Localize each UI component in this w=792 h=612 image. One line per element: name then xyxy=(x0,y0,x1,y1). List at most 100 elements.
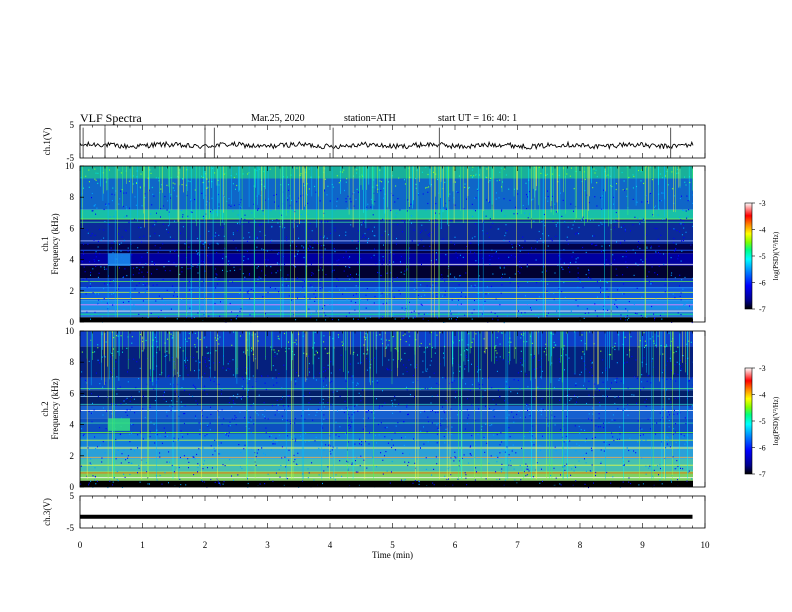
spectro-speckle xyxy=(625,250,627,252)
spectro-speckle xyxy=(636,287,638,289)
spectro-speckle xyxy=(169,251,171,253)
spectro-speckle xyxy=(585,462,587,464)
spectro-speckle xyxy=(595,425,597,427)
spectro-speckle xyxy=(684,276,686,279)
spectro-speckle xyxy=(141,241,143,243)
spectro-speckle xyxy=(508,427,510,429)
spectro-speckle xyxy=(83,433,85,435)
spectro-speckle xyxy=(201,479,202,481)
spectro-speckle xyxy=(167,376,169,378)
spectro-speckle xyxy=(660,200,662,202)
spectro-speckle xyxy=(398,290,400,292)
spectro-speckle xyxy=(117,288,119,290)
spectro-speckle xyxy=(323,371,325,373)
spectro-speckle xyxy=(461,291,463,293)
spectro-speckle xyxy=(569,262,571,264)
spectro-speckle xyxy=(267,375,269,377)
spectro-speckle xyxy=(542,480,543,482)
spectro-speckle xyxy=(547,200,549,202)
spectro-speckle xyxy=(488,462,490,464)
spectro-speckle xyxy=(208,360,210,362)
spectro-speckle xyxy=(400,262,401,264)
spectro-speckle xyxy=(88,484,90,486)
spectro-speckle xyxy=(424,410,426,413)
spectro-speckle xyxy=(652,358,654,360)
spectro-speckle xyxy=(293,461,295,463)
spectro-speckle xyxy=(442,295,443,297)
ch1-ytick-label-5: 8 xyxy=(70,192,75,202)
spectro-speckle xyxy=(206,352,208,354)
spectro-speckle xyxy=(366,206,368,208)
spectro-speckle xyxy=(676,230,678,232)
spectro-speckle xyxy=(320,236,322,238)
spectro-speckle xyxy=(506,446,508,448)
spectro-speckle xyxy=(659,479,661,481)
ch1-ylabel-channel: ch.1 xyxy=(40,236,50,251)
spectro-band-2 xyxy=(80,346,693,378)
spectro-speckle xyxy=(153,388,155,390)
spectro-speckle xyxy=(659,200,661,202)
spectro-speckle xyxy=(116,307,118,309)
spectro-speckle xyxy=(305,441,306,443)
spectro-speckle xyxy=(351,463,353,466)
spectro-speckle xyxy=(336,390,338,392)
spectro-speckle xyxy=(267,259,269,261)
spectro-speckle xyxy=(513,213,515,215)
spectro-speckle xyxy=(478,275,480,277)
spectro-speckle xyxy=(257,449,259,451)
spectro-speckle xyxy=(602,395,604,397)
spectro-speckle xyxy=(653,313,655,315)
spectro-speckle xyxy=(364,425,366,428)
spectro-speckle xyxy=(346,178,348,180)
spectro-speckle xyxy=(139,186,141,188)
spectro-speckle xyxy=(496,352,498,354)
spectro-speckle xyxy=(427,234,429,236)
spectro-speckle xyxy=(361,174,363,176)
spectro-speckle xyxy=(692,202,694,204)
spectro-speckle xyxy=(240,452,242,454)
spectro-speckle xyxy=(633,376,635,378)
spectro-speckle xyxy=(103,208,105,211)
spectro-speckle xyxy=(483,351,485,353)
spectro-speckle xyxy=(401,220,403,222)
spectro-speckle xyxy=(274,351,276,353)
spectro-speckle xyxy=(166,461,168,463)
spectro-speckle xyxy=(236,230,238,232)
spectro-speckle xyxy=(99,383,101,385)
spectro-speckle xyxy=(564,469,566,471)
spectro-speckle xyxy=(327,402,329,404)
spectro-speckle xyxy=(149,404,151,406)
spectro-speckle xyxy=(686,195,688,197)
spectro-speckle xyxy=(526,266,528,268)
spectro-speckle xyxy=(574,465,576,467)
spectro-speckle xyxy=(532,357,534,359)
spectro-speckle xyxy=(659,253,661,255)
spectro-speckle xyxy=(526,194,527,196)
spectro-speckle xyxy=(682,468,684,470)
spectro-speckle xyxy=(313,375,315,377)
spectro-speckle xyxy=(235,423,237,426)
spectro-speckle xyxy=(413,310,415,312)
spectro-speckle xyxy=(209,376,211,378)
spectro-speckle xyxy=(166,354,168,356)
spectro-speckle xyxy=(277,335,279,337)
spectro-speckle xyxy=(579,432,581,434)
spectro-speckle xyxy=(395,216,397,218)
spectro-speckle xyxy=(504,235,506,237)
spectro-speckle xyxy=(491,424,493,426)
spectro-speckle xyxy=(173,291,175,293)
spectro-speckle xyxy=(288,405,289,407)
spectro-speckle xyxy=(639,427,641,429)
spectro-speckle xyxy=(655,205,657,207)
spectro-speckle xyxy=(496,479,498,481)
spectro-speckle xyxy=(466,245,468,248)
spectro-speckle xyxy=(249,314,251,316)
spectro-speckle xyxy=(147,177,149,179)
spectro-speckle xyxy=(143,305,145,307)
spectro-speckle xyxy=(319,200,321,202)
spectro-speckle xyxy=(349,363,351,365)
spectro-speckle xyxy=(96,207,98,209)
ch2-ytick-label-4: 6 xyxy=(70,388,75,398)
spectro-speckle xyxy=(94,351,96,353)
spectro-speckle xyxy=(385,347,387,349)
